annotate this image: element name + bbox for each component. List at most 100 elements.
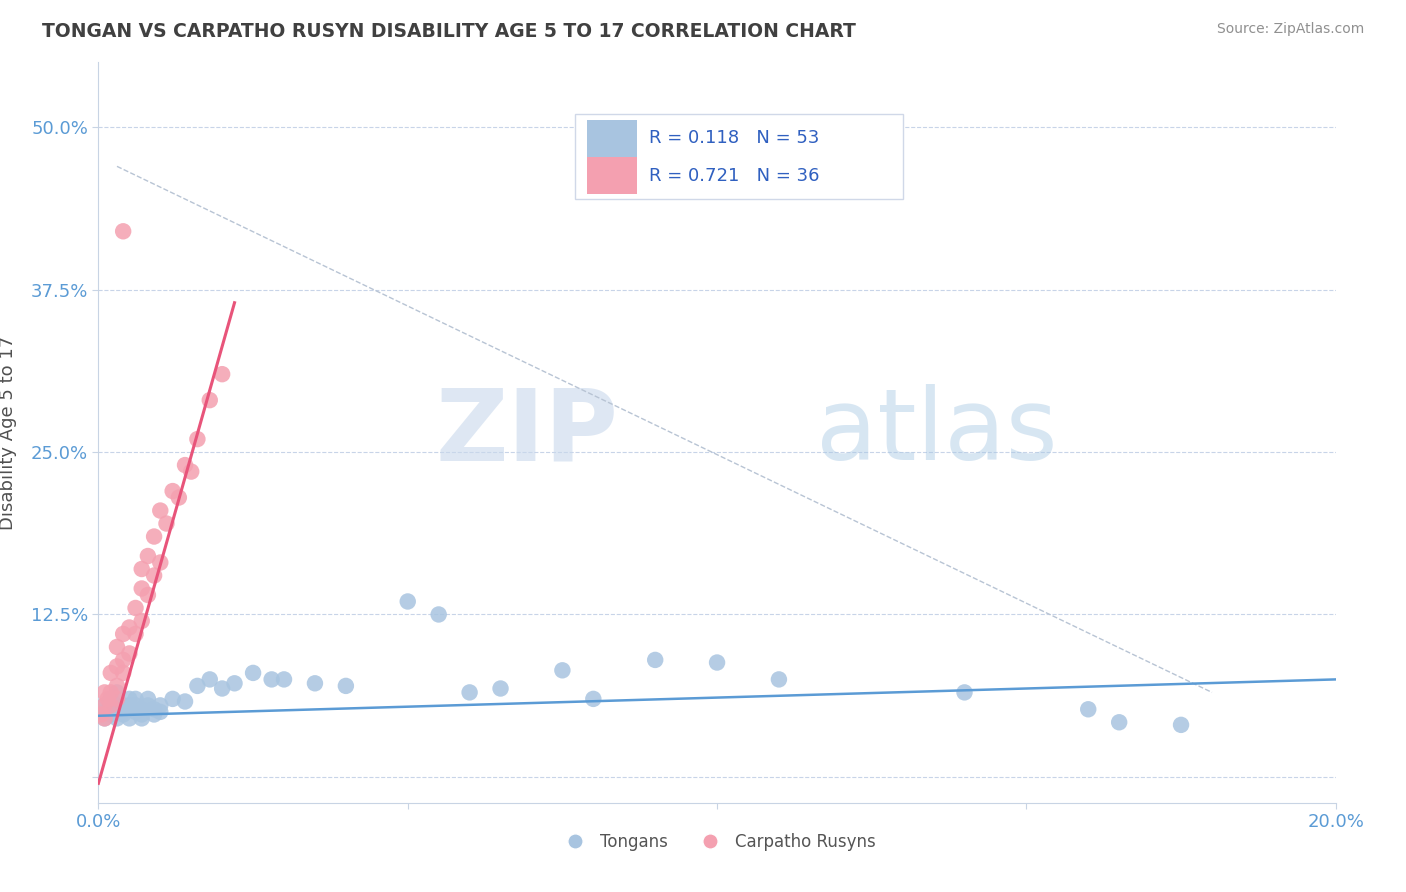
Point	[149, 705, 172, 719]
Point	[93, 698, 115, 713]
Point	[105, 698, 128, 713]
Point	[118, 711, 141, 725]
Point	[198, 673, 221, 687]
Point	[118, 620, 141, 634]
Point	[131, 614, 153, 628]
Point	[149, 503, 172, 517]
Point	[105, 692, 128, 706]
Point	[260, 673, 283, 687]
Point	[180, 465, 202, 479]
Point	[93, 711, 115, 725]
Point	[273, 673, 295, 687]
FancyBboxPatch shape	[575, 114, 903, 200]
Point	[118, 702, 141, 716]
Point	[105, 685, 128, 699]
Point	[112, 653, 135, 667]
Point	[97, 692, 120, 706]
Text: R = 0.118   N = 53: R = 0.118 N = 53	[650, 129, 820, 147]
Point	[131, 702, 153, 716]
Point	[93, 705, 115, 719]
Point	[131, 582, 153, 596]
Point	[100, 665, 122, 680]
Point	[118, 647, 141, 661]
Point	[100, 702, 122, 716]
Point	[211, 681, 233, 696]
Point	[131, 707, 153, 722]
Text: R = 0.721   N = 36: R = 0.721 N = 36	[650, 167, 820, 185]
Point	[149, 556, 172, 570]
Point	[131, 711, 153, 725]
Point	[100, 685, 122, 699]
Point	[551, 663, 574, 677]
Point	[1170, 718, 1192, 732]
Point	[155, 516, 177, 531]
Point	[131, 562, 153, 576]
Point	[224, 676, 246, 690]
Point	[186, 679, 208, 693]
Point	[489, 681, 512, 696]
Point	[124, 698, 146, 713]
Point	[112, 707, 135, 722]
Point	[335, 679, 357, 693]
FancyBboxPatch shape	[588, 120, 637, 157]
Point	[105, 711, 128, 725]
Point	[124, 627, 146, 641]
Point	[167, 491, 190, 505]
Point	[143, 529, 166, 543]
Point	[136, 549, 159, 563]
Point	[112, 665, 135, 680]
Point	[112, 224, 135, 238]
Point	[174, 694, 197, 708]
Point	[582, 692, 605, 706]
Point	[112, 627, 135, 641]
Point	[162, 692, 184, 706]
Point	[93, 685, 115, 699]
Point	[211, 367, 233, 381]
Point	[100, 707, 122, 722]
Point	[93, 698, 115, 713]
Point	[396, 594, 419, 608]
Point	[105, 659, 128, 673]
Point	[1077, 702, 1099, 716]
Point	[149, 698, 172, 713]
Point	[186, 432, 208, 446]
Point	[112, 698, 135, 713]
Y-axis label: Disability Age 5 to 17: Disability Age 5 to 17	[0, 335, 17, 530]
Point	[136, 692, 159, 706]
Point	[90, 707, 112, 722]
Point	[304, 676, 326, 690]
Point	[136, 698, 159, 713]
Point	[136, 588, 159, 602]
Point	[198, 393, 221, 408]
Point	[706, 656, 728, 670]
Point	[112, 705, 135, 719]
Text: Source: ZipAtlas.com: Source: ZipAtlas.com	[1216, 22, 1364, 37]
Point	[427, 607, 450, 622]
Text: TONGAN VS CARPATHO RUSYN DISABILITY AGE 5 TO 17 CORRELATION CHART: TONGAN VS CARPATHO RUSYN DISABILITY AGE …	[42, 22, 856, 41]
Point	[143, 568, 166, 582]
Point	[242, 665, 264, 680]
Point	[143, 707, 166, 722]
Point	[100, 698, 122, 713]
Point	[100, 692, 122, 706]
Point	[143, 702, 166, 716]
Point	[124, 601, 146, 615]
Text: ZIP: ZIP	[436, 384, 619, 481]
FancyBboxPatch shape	[588, 157, 637, 194]
Point	[124, 692, 146, 706]
Point	[118, 698, 141, 713]
Point	[644, 653, 666, 667]
Point	[953, 685, 976, 699]
Point	[768, 673, 790, 687]
Legend: Tongans, Carpatho Rusyns: Tongans, Carpatho Rusyns	[553, 826, 882, 857]
Text: atlas: atlas	[815, 384, 1057, 481]
Point	[105, 705, 128, 719]
Point	[93, 711, 115, 725]
Point	[124, 705, 146, 719]
Point	[162, 484, 184, 499]
Point	[1108, 715, 1130, 730]
Point	[458, 685, 481, 699]
Point	[174, 458, 197, 472]
Point	[118, 692, 141, 706]
Point	[105, 679, 128, 693]
